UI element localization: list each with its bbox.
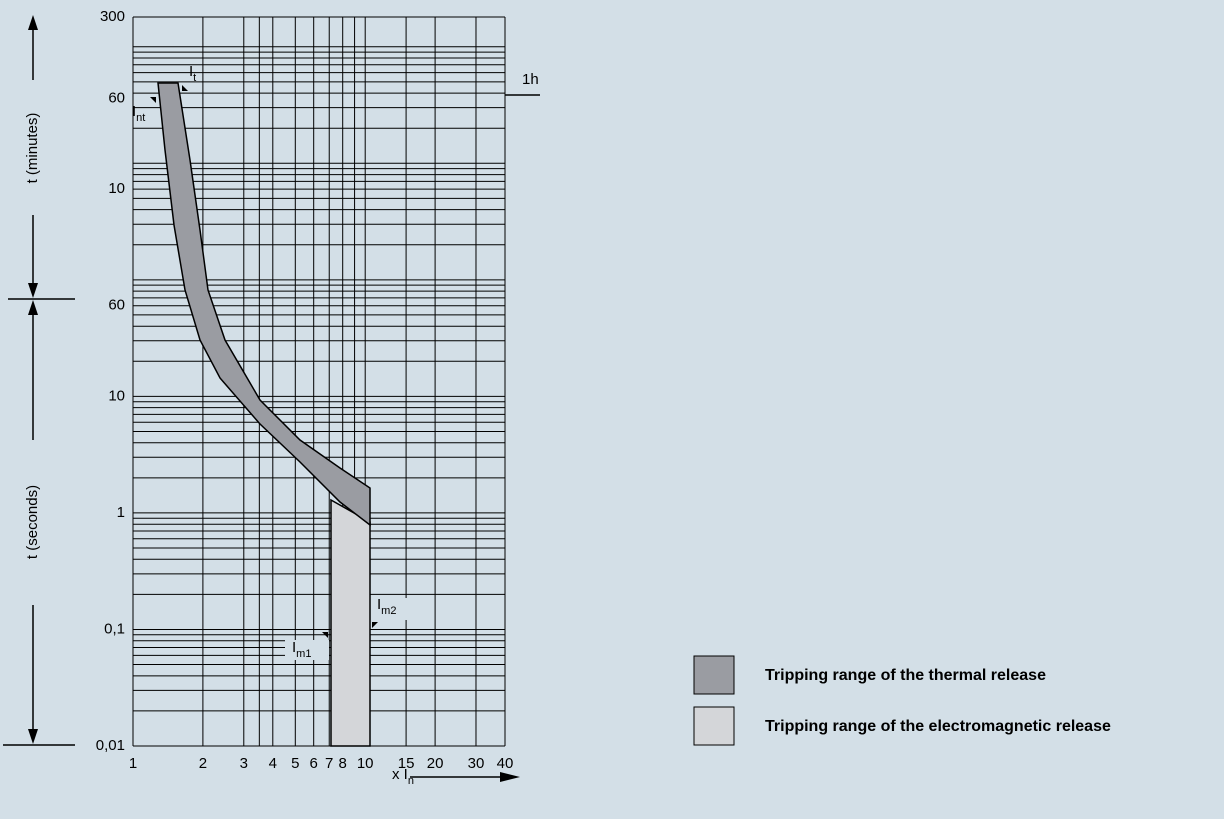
x-label: x In	[392, 766, 414, 787]
im2-marker	[372, 622, 378, 628]
legend-swatch-thermal	[693, 655, 735, 695]
x-tick-label: 6	[310, 755, 318, 772]
im2-box	[373, 598, 407, 620]
int-marker	[150, 97, 156, 103]
y-tick-label: 60	[108, 89, 125, 106]
x-tick-label: 1	[129, 755, 137, 772]
it-label: It	[189, 63, 196, 84]
x-tick-label: 7	[325, 755, 333, 772]
y-tick-label: 300	[100, 8, 125, 25]
x-tick-label: 2	[199, 755, 207, 772]
x-tick-label: 15	[398, 755, 415, 772]
im2-label: Im2	[377, 596, 396, 617]
im1-box	[285, 640, 329, 660]
legend-label: Tripping range of the electromagnetic re…	[765, 718, 1111, 735]
y-tick-label: 10	[108, 180, 125, 197]
axis-arrows	[3, 25, 500, 778]
x-tick-label: 3	[240, 755, 248, 772]
y-tick-label: 0,1	[104, 620, 125, 637]
legend-swatch-electromagnetic	[693, 706, 735, 746]
y-tick-label: 1	[117, 504, 125, 521]
arrow-heads	[28, 15, 520, 782]
it-marker	[182, 85, 188, 91]
x-tick-label: 30	[468, 755, 485, 772]
y-label-minutes: t (minutes)	[24, 113, 41, 184]
legend-label: Tripping range of the thermal release	[765, 667, 1046, 684]
x-tick-label: 40	[497, 755, 514, 772]
grid	[132, 16, 506, 747]
im1-label: Im1	[292, 639, 311, 660]
thermal-range	[157, 82, 371, 527]
y-tick-label: 0,01	[96, 737, 125, 754]
x-tick-label: 10	[357, 755, 374, 772]
x-tick-label: 20	[427, 755, 444, 772]
x-tick-label: 5	[291, 755, 299, 772]
int-label: Int	[132, 103, 145, 124]
x-tick-label: 4	[269, 755, 277, 772]
x-tick-label: 8	[339, 755, 347, 772]
im1-marker	[322, 632, 328, 638]
y-label-seconds: t (seconds)	[24, 485, 41, 559]
y-tick-label: 60	[108, 297, 125, 314]
y-tick-label: 10	[108, 387, 125, 404]
electromagnetic-range	[330, 498, 371, 747]
one-hour-label: 1h	[522, 71, 539, 88]
